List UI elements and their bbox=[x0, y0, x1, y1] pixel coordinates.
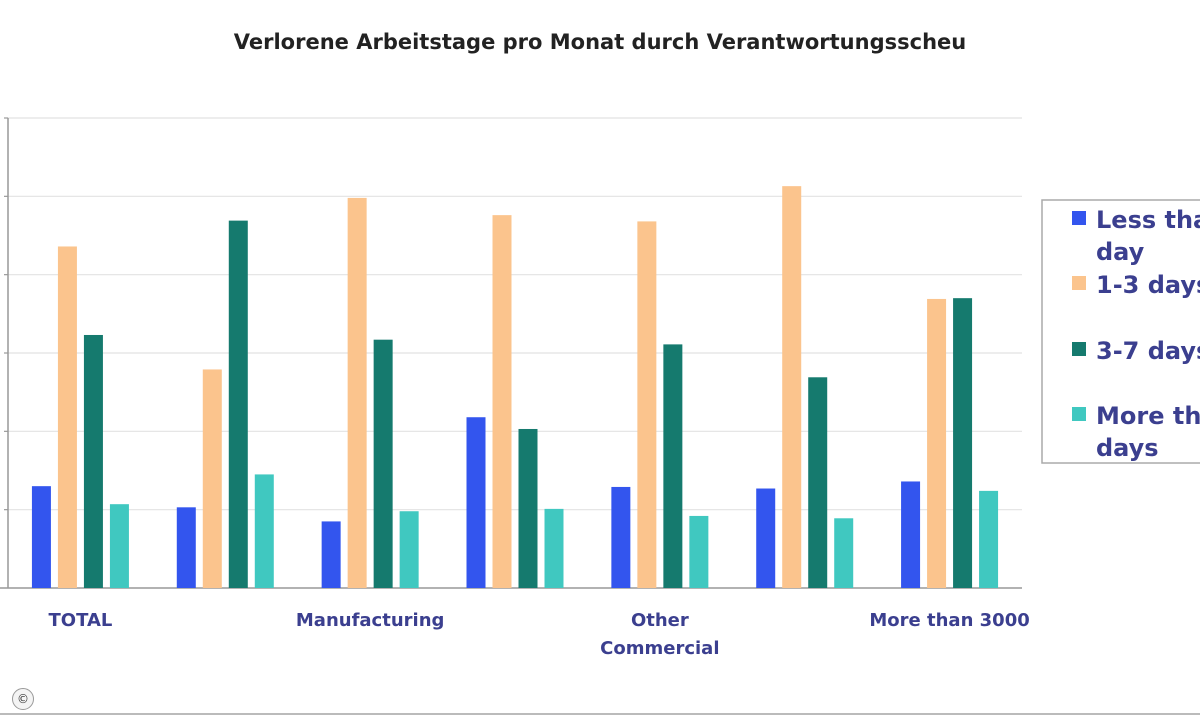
bar bbox=[176, 507, 196, 588]
bar bbox=[782, 186, 802, 588]
bar bbox=[611, 486, 631, 588]
x-tick-label: More than 3000 bbox=[869, 610, 1029, 631]
bar bbox=[31, 486, 51, 588]
bar bbox=[83, 334, 103, 588]
legend-label: Less than 1day bbox=[1096, 206, 1200, 266]
bar bbox=[689, 515, 709, 588]
bar bbox=[834, 518, 854, 588]
bar bbox=[466, 417, 486, 588]
bars bbox=[31, 186, 999, 588]
legend-swatch bbox=[1072, 211, 1086, 225]
x-tick-label: Other Commercial bbox=[600, 610, 719, 659]
legend-box bbox=[1041, 199, 1200, 464]
bar bbox=[979, 490, 999, 588]
gridlines bbox=[8, 117, 1022, 511]
legend-swatch bbox=[1072, 407, 1086, 421]
bar bbox=[492, 215, 512, 588]
x-tick-labels: TOTAL Manufacturing Other Commercial More th… bbox=[48, 610, 1029, 659]
x-tick-label: TOTAL bbox=[48, 610, 112, 631]
legend-label: 1-3 days bbox=[1096, 271, 1200, 299]
bar bbox=[756, 488, 776, 588]
bar bbox=[57, 246, 77, 588]
legend: Less than 1day 1-3 days 3-7 days More than … bbox=[1041, 199, 1200, 464]
bar bbox=[347, 197, 367, 588]
bar bbox=[808, 377, 828, 588]
bar bbox=[228, 220, 248, 588]
bar bbox=[663, 344, 683, 588]
bar bbox=[373, 339, 393, 588]
x-tick-label: Manufacturing bbox=[296, 610, 445, 631]
bar bbox=[254, 474, 274, 588]
bar bbox=[202, 369, 222, 588]
bar bbox=[399, 511, 419, 588]
bar bbox=[518, 428, 538, 588]
bar bbox=[544, 508, 564, 588]
frame-divider bbox=[0, 713, 1200, 715]
chart-title-text: Verlorene Arbeitstage pro Monat durch Ve… bbox=[233, 30, 967, 54]
bar bbox=[321, 521, 341, 588]
copyright-icon: © bbox=[12, 688, 34, 710]
legend-label: 3-7 days bbox=[1096, 337, 1200, 365]
bar bbox=[901, 481, 921, 588]
legend-swatch bbox=[1072, 276, 1086, 290]
chart-title: Verlorene Arbeitstage pro Monat durch Ve… bbox=[0, 30, 1200, 54]
bar bbox=[637, 221, 657, 588]
bar bbox=[927, 298, 947, 588]
bar bbox=[953, 298, 973, 588]
bar bbox=[109, 504, 129, 588]
legend-swatch bbox=[1072, 342, 1086, 356]
